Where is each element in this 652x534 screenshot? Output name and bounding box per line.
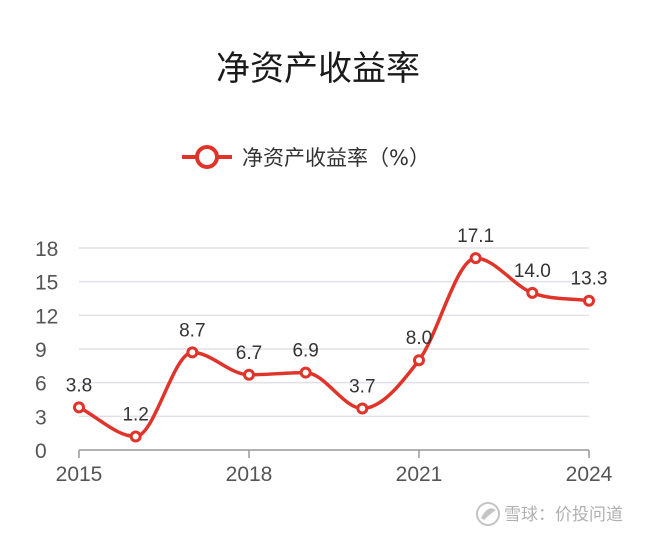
data-point-2019[interactable] bbox=[299, 366, 312, 379]
y-axis-ticks: 0 3 6 9 12 15 18 bbox=[35, 238, 58, 463]
data-label-2016: 1.2 bbox=[122, 405, 148, 426]
data-labels: 3.8 1.2 8.7 6.7 6.9 3.7 8.0 17.1 14.0 13.3 bbox=[66, 226, 608, 425]
x-tick-label: 2024 bbox=[566, 463, 613, 486]
y-tick-label: 9 bbox=[35, 339, 47, 362]
data-points bbox=[73, 252, 595, 443]
watermark-text: 雪球：价投问道 bbox=[504, 505, 623, 525]
data-point-2016[interactable] bbox=[129, 430, 142, 443]
data-label-2018: 6.7 bbox=[236, 343, 262, 364]
y-tick-label: 6 bbox=[35, 373, 47, 396]
x-tick-label: 2021 bbox=[396, 463, 443, 486]
chart-title: 净资产收益率 bbox=[216, 49, 420, 89]
data-point-2017[interactable] bbox=[186, 346, 199, 359]
data-label-2019: 6.9 bbox=[292, 341, 318, 362]
snowball-logo bbox=[476, 502, 500, 526]
legend-label: 净资产收益率（%） bbox=[242, 146, 430, 170]
data-point-2024[interactable] bbox=[583, 294, 595, 307]
series-line bbox=[78, 256, 590, 439]
data-label-2015: 3.8 bbox=[66, 375, 92, 396]
x-tick-label: 2018 bbox=[226, 463, 273, 486]
gridlines bbox=[79, 247, 589, 418]
data-label-2021: 8.0 bbox=[406, 328, 432, 349]
y-tick-label: 15 bbox=[35, 272, 58, 295]
data-point-2020[interactable] bbox=[356, 402, 369, 415]
data-label-2024: 13.3 bbox=[571, 269, 608, 290]
axes bbox=[78, 449, 590, 458]
y-tick-label: 12 bbox=[35, 305, 58, 328]
y-tick-label: 3 bbox=[35, 406, 47, 429]
watermark: 雪球：价投问道 bbox=[476, 502, 623, 526]
y-tick-label: 0 bbox=[35, 440, 47, 463]
y-tick-label: 18 bbox=[35, 238, 58, 261]
data-label-2023: 14.0 bbox=[514, 261, 551, 282]
legend[interactable]: 净资产收益率（%） bbox=[182, 145, 430, 170]
data-point-2021[interactable] bbox=[413, 354, 425, 367]
x-tick-label: 2015 bbox=[56, 463, 103, 486]
legend-marker-swatch bbox=[195, 145, 219, 169]
data-point-2015[interactable] bbox=[73, 401, 85, 414]
data-label-2017: 8.7 bbox=[179, 320, 205, 341]
data-label-2020: 3.7 bbox=[349, 376, 375, 397]
series-roe bbox=[78, 256, 590, 439]
data-point-2018[interactable] bbox=[243, 368, 255, 381]
x-axis-ticks: 2015 2018 2021 2024 bbox=[56, 463, 613, 486]
data-point-2022[interactable] bbox=[469, 252, 482, 265]
data-point-2023[interactable] bbox=[526, 286, 539, 299]
data-label-2022: 17.1 bbox=[457, 226, 494, 247]
